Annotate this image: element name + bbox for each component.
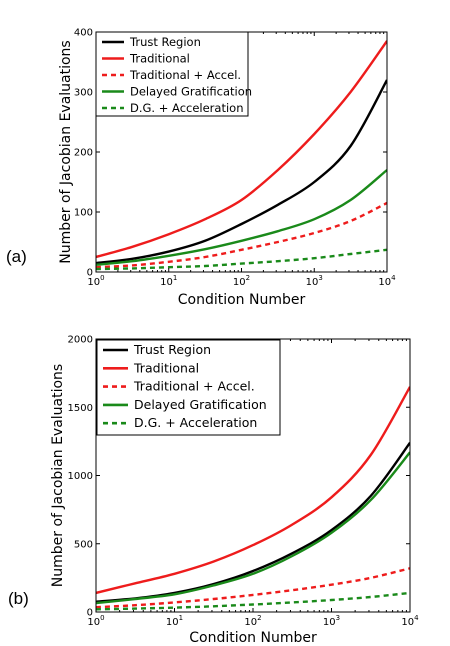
series-line-4 — [96, 591, 410, 611]
series-line-0 — [96, 79, 387, 265]
series-line-2 — [96, 567, 410, 609]
y-tick-label: 300 — [74, 88, 93, 99]
series-group — [96, 40, 387, 271]
y-axis-label: Number of Jacobian Evaluations — [50, 364, 66, 587]
y-tick-label: 400 — [74, 28, 93, 39]
legend-label-3: Delayed Gratification — [130, 85, 252, 99]
x-tick-label: 103 — [306, 274, 323, 288]
legend-label-1: Traditional — [133, 360, 199, 375]
y-tick-label: 200 — [74, 148, 93, 159]
series-line-3 — [96, 169, 387, 266]
y-tick-label: 2000 — [68, 335, 93, 346]
x-axis-label: Condition Number — [178, 292, 306, 308]
x-tick-label: 102 — [233, 274, 250, 288]
chart-b: 0 500 1000 1500 2000 100 101 102 103 104 Condition… — [8, 335, 419, 646]
x-axis-label: Condition Number — [189, 630, 317, 646]
series-line-1 — [96, 386, 410, 595]
legend-label-1: Traditional — [129, 52, 190, 66]
legend-label-2: Traditional + Accel. — [129, 68, 241, 82]
series-line-2 — [96, 201, 387, 269]
series-line-3 — [96, 451, 410, 605]
x-tick-label: 100 — [87, 274, 104, 288]
legend-label-3: Delayed Gratification — [134, 397, 267, 412]
series-line-1 — [96, 40, 387, 259]
x-tick-label: 100 — [87, 614, 104, 628]
x-tick-label: 102 — [244, 614, 261, 628]
legend-label-0: Trust Region — [133, 342, 211, 357]
y-tick-label: 100 — [74, 208, 93, 219]
panel-label: (b) — [8, 589, 29, 608]
legend-label-4: D.G. + Acceleration — [130, 101, 243, 115]
panel-label: (a) — [6, 247, 27, 266]
y-tick-label: 1000 — [68, 471, 93, 482]
x-tick-label: 103 — [323, 614, 340, 628]
legend-label-2: Traditional + Accel. — [133, 379, 255, 394]
x-tick-label: 104 — [378, 274, 396, 288]
y-tick-label: 1500 — [68, 403, 93, 414]
series-line-4 — [96, 248, 387, 271]
y-tick-label: 500 — [74, 539, 93, 550]
y-tick-label: 0 — [87, 608, 93, 619]
legend: Trust Region Traditional Traditional + Acc… — [96, 339, 281, 436]
x-tick-label: 104 — [401, 614, 419, 628]
y-axis-label: Number of Jacobian Evaluations — [58, 40, 74, 263]
y-tick-label: 0 — [87, 268, 93, 279]
legend: Trust Region Traditional Traditional + Acc… — [95, 31, 252, 117]
x-tick-label: 101 — [166, 614, 183, 628]
x-tick-label: 101 — [160, 274, 177, 288]
legend-box — [96, 339, 281, 436]
legend-label-4: D.G. + Acceleration — [134, 415, 257, 430]
legend-label-0: Trust Region — [129, 35, 201, 49]
series-group — [96, 386, 410, 611]
